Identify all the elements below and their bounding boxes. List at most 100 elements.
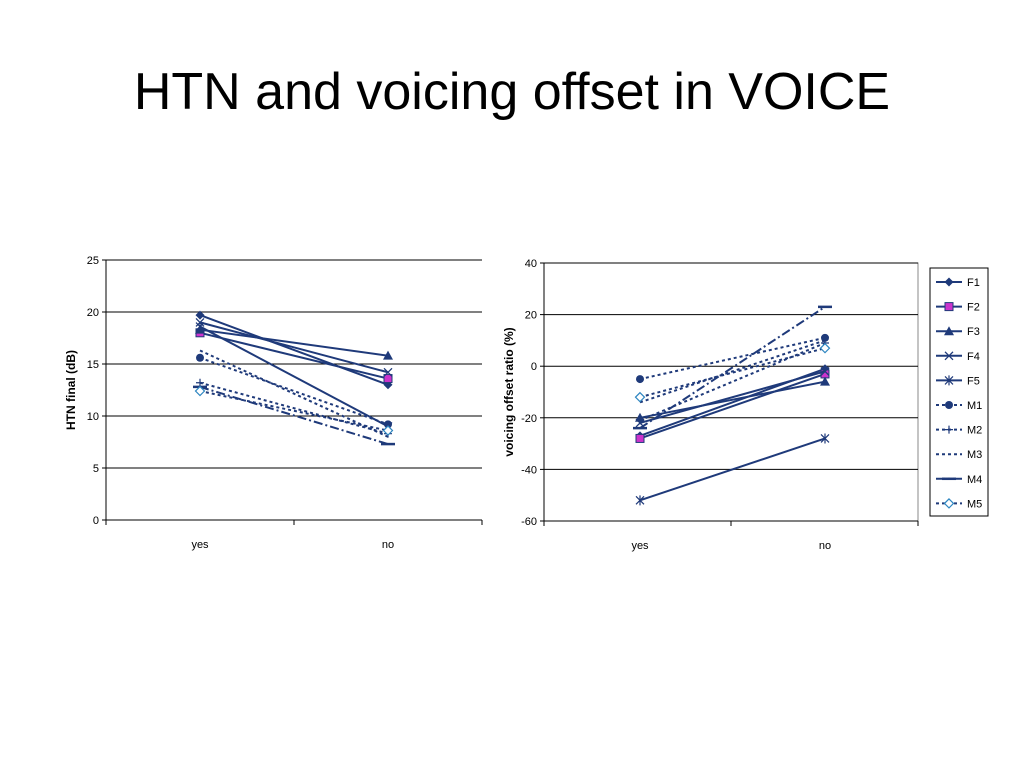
data-point-triangle-shape xyxy=(383,350,393,360)
plot-area xyxy=(543,262,919,522)
series-line xyxy=(199,349,389,438)
data-point-marker xyxy=(636,416,644,425)
legend-label: M1 xyxy=(967,400,982,412)
plot-area xyxy=(106,260,482,520)
data-point-marker xyxy=(635,433,645,443)
series-line xyxy=(199,356,389,426)
legend-plus-shape xyxy=(945,425,953,434)
y-tick-label: 0 xyxy=(531,361,537,373)
series-8 xyxy=(199,349,389,438)
legend-label: F1 xyxy=(967,277,980,289)
series-line xyxy=(199,385,389,446)
legend-label: M3 xyxy=(967,449,982,461)
legend-item: F1 xyxy=(936,277,980,289)
series-5 xyxy=(635,433,830,506)
legend-item: M1 xyxy=(936,400,982,412)
series-9 xyxy=(633,305,832,430)
series-line xyxy=(639,437,826,502)
y-tick-label: 10 xyxy=(87,411,99,423)
y-tick-label: 0 xyxy=(93,515,99,527)
series-10 xyxy=(194,385,394,436)
series-6 xyxy=(636,333,829,384)
data-point-marker xyxy=(195,310,205,320)
legend-square-shape xyxy=(944,302,954,312)
data-point-open-diamond-shape xyxy=(382,425,394,436)
data-point-x-shape xyxy=(820,366,830,376)
legend-label: F3 xyxy=(967,326,980,338)
legend-marker xyxy=(943,498,955,509)
data-point-open-diamond-shape xyxy=(194,385,206,397)
series-line xyxy=(199,381,389,435)
data-point-circle-shape xyxy=(384,420,392,429)
series-line xyxy=(639,339,826,404)
legend-triangle-shape xyxy=(944,326,954,336)
legend-label: F4 xyxy=(967,351,980,363)
legend-item: M5 xyxy=(936,498,982,510)
legend-marker xyxy=(945,425,953,434)
data-point-square-shape xyxy=(383,374,393,384)
data-point-circle-shape xyxy=(636,375,644,384)
data-point-marker xyxy=(634,391,646,403)
legend-marker xyxy=(944,351,954,361)
series-2 xyxy=(635,369,830,443)
data-point-square-shape xyxy=(635,433,645,443)
data-point-marker xyxy=(196,378,204,387)
data-point-open-diamond-shape xyxy=(819,342,831,354)
series-10 xyxy=(634,342,831,403)
legend-item: M3 xyxy=(936,449,982,461)
x-tick-label: no xyxy=(819,540,831,552)
legend-marker xyxy=(945,401,953,409)
y-tick-label: 20 xyxy=(87,307,99,319)
series-line xyxy=(199,321,389,374)
data-point-marker xyxy=(635,495,645,506)
legend-x-shape xyxy=(944,351,954,361)
data-point-x-shape xyxy=(383,367,393,377)
data-point-marker xyxy=(384,420,392,429)
series-line xyxy=(199,331,389,380)
series-8 xyxy=(639,339,826,404)
y-tick-label: 40 xyxy=(525,258,537,270)
x-tick-label: yes xyxy=(191,539,209,551)
data-point-marker xyxy=(636,375,644,384)
series-line xyxy=(199,314,389,386)
data-point-diamond-shape xyxy=(195,310,205,320)
legend-diamond-shape xyxy=(944,277,954,287)
legend-item: F2 xyxy=(936,302,980,314)
legend-label: M5 xyxy=(967,498,982,510)
legend: F1 F2 F3 F4 F5 M1 M2 M3 M4 M5 xyxy=(929,267,989,517)
data-point-marker xyxy=(194,385,206,397)
data-point-star-shape xyxy=(635,495,645,506)
series-line xyxy=(639,370,826,424)
series-4 xyxy=(195,317,393,377)
legend-marker xyxy=(944,302,954,312)
y-axis-label: HTN final (dB) xyxy=(64,350,78,430)
legend-label: M2 xyxy=(967,425,982,437)
legend-item: F5 xyxy=(936,375,980,387)
series-line xyxy=(639,306,826,429)
data-point-marker xyxy=(383,367,393,377)
legend-marker xyxy=(944,326,954,336)
series-line xyxy=(639,380,826,419)
legend-circle-shape xyxy=(945,401,953,409)
legend-item: F3 xyxy=(936,326,980,338)
series-line xyxy=(199,325,389,428)
data-point-marker xyxy=(820,433,830,444)
legend-open-diamond-shape xyxy=(943,498,955,509)
data-point-circle-shape xyxy=(821,333,829,342)
data-point-open-diamond-shape xyxy=(634,391,646,403)
chart-2: -60 -40 -20 0 20 40 yes no voicing offset ratio … xyxy=(502,258,989,552)
legend-marker xyxy=(944,375,954,386)
series-6 xyxy=(196,353,392,429)
data-point-marker xyxy=(820,376,830,386)
data-point-marker xyxy=(196,353,204,362)
data-point-star-shape xyxy=(820,433,830,444)
chart-1: 0 5 10 15 20 25 yes no HTN final (dB) xyxy=(64,255,483,551)
data-point-marker xyxy=(383,374,393,384)
data-point-marker xyxy=(821,333,829,342)
x-tick-label: no xyxy=(382,539,394,551)
data-point-triangle-shape xyxy=(820,376,830,386)
data-point-star-shape xyxy=(195,321,205,332)
slide-title: HTN and voicing offset in VOICE xyxy=(133,63,891,121)
y-tick-label: -60 xyxy=(521,516,537,528)
